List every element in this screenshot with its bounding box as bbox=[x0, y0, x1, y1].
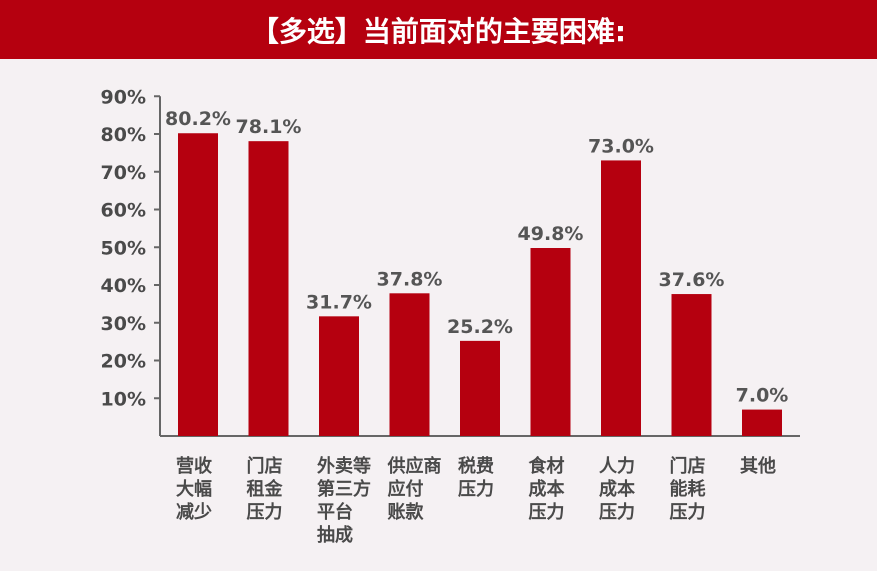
bar bbox=[601, 160, 641, 437]
chart-title: 【多选】当前面对的主要困难: bbox=[0, 0, 877, 59]
data-label: 37.8% bbox=[377, 268, 443, 290]
bar bbox=[742, 409, 782, 436]
bar bbox=[460, 340, 500, 436]
y-tick-label: 20% bbox=[101, 351, 146, 373]
category-label: 供应商应付账款 bbox=[387, 455, 442, 523]
data-label: 31.7% bbox=[306, 291, 372, 313]
category-label: 外卖等第三方平台抽成 bbox=[317, 455, 371, 546]
y-tick-label: 30% bbox=[101, 313, 146, 335]
category-label: 门店能耗压力 bbox=[670, 455, 706, 523]
bar bbox=[319, 316, 359, 436]
y-tick-label: 70% bbox=[101, 162, 146, 184]
data-label: 49.8% bbox=[518, 223, 584, 245]
data-label: 73.0% bbox=[588, 135, 654, 157]
data-label: 80.2% bbox=[165, 108, 231, 130]
bar bbox=[178, 133, 218, 436]
y-tick-label: 60% bbox=[101, 200, 146, 222]
y-tick-label: 90% bbox=[101, 86, 146, 108]
category-label: 其他 bbox=[740, 455, 776, 477]
bar bbox=[248, 141, 289, 437]
data-label: 78.1% bbox=[236, 116, 302, 138]
category-label: 人力成本压力 bbox=[599, 456, 635, 523]
category-label: 门店租金压力 bbox=[247, 455, 284, 523]
bar bbox=[389, 293, 430, 436]
bar bbox=[671, 294, 712, 436]
data-label: 37.6% bbox=[659, 269, 725, 291]
y-tick-label: 10% bbox=[101, 388, 146, 410]
data-label: 25.2% bbox=[447, 316, 513, 338]
category-label: 营收大幅减少 bbox=[176, 455, 212, 523]
category-label: 食材成本压力 bbox=[528, 455, 565, 523]
y-tick-label: 80% bbox=[101, 124, 146, 146]
y-tick-label: 40% bbox=[101, 275, 146, 297]
data-label: 7.0% bbox=[736, 385, 789, 407]
bar bbox=[530, 248, 571, 436]
y-tick-label: 50% bbox=[101, 237, 146, 259]
category-label: 税费压力 bbox=[458, 455, 494, 500]
